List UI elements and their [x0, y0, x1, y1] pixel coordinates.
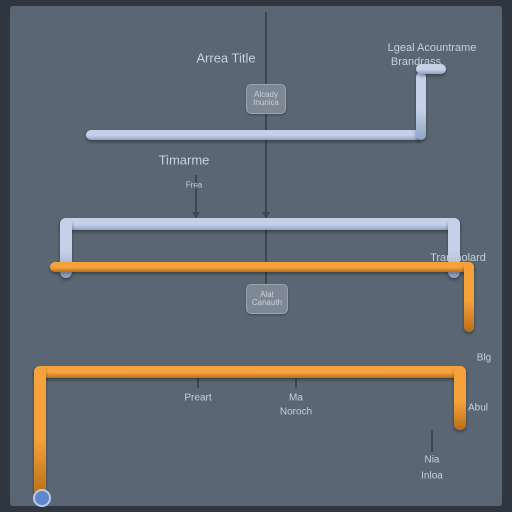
- footer1: Nia: [424, 455, 439, 466]
- node-2-label: Alat Canauth: [252, 291, 282, 308]
- top-blue-right: [416, 72, 426, 140]
- legend: Lgeal Acountrame: [388, 42, 477, 54]
- panel: [10, 6, 502, 506]
- node-2: Alat Canauth: [246, 284, 288, 314]
- orange-top: [50, 262, 474, 272]
- bottom2a: Ma: [289, 393, 303, 404]
- tick1: Frea: [186, 181, 202, 190]
- bottom2b: Noroch: [280, 407, 312, 418]
- blg: Blg: [477, 353, 491, 364]
- bottom1: Preart: [184, 393, 211, 404]
- orange-bot-right: [454, 366, 466, 430]
- footer2: Inloa: [421, 471, 443, 482]
- origin-dot: [33, 489, 51, 507]
- top-blue-bar: [86, 130, 422, 140]
- diagram-stage: Alcady Inunica Alat Canauth Arrea Title Lge…: [0, 0, 512, 512]
- mid-blue-bar: [60, 218, 460, 230]
- orange-bot-left: [34, 366, 46, 496]
- timeline: Timarme: [159, 153, 210, 168]
- orange-bot: [34, 366, 466, 378]
- node-1-label: Alcady Inunica: [253, 91, 279, 108]
- legend2: Brandrass: [391, 56, 441, 68]
- title: Arrea Title: [196, 51, 255, 66]
- abul: Abul: [468, 403, 488, 414]
- node-1: Alcady Inunica: [246, 84, 286, 114]
- tramalad: Tramnolard: [430, 252, 486, 264]
- orange-top-rightv: [464, 262, 474, 332]
